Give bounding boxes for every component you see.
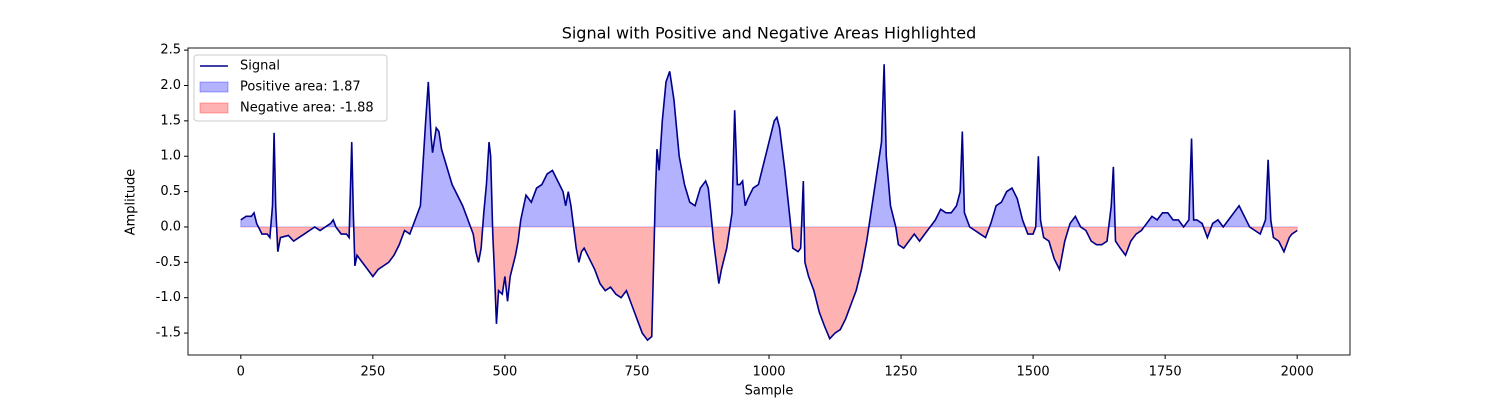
x-tick-label: 2000 — [1281, 365, 1314, 380]
signal-line — [240, 64, 1298, 342]
legend-label: Positive area: 1.87 — [240, 80, 361, 95]
chart-title: Signal with Positive and Negative Areas … — [562, 24, 977, 43]
x-tick-label: 1000 — [752, 365, 785, 380]
y-tick-label: 2.0 — [160, 78, 181, 93]
x-tick-label: 0 — [237, 365, 245, 380]
legend-box — [193, 54, 388, 122]
legend-label: Negative area: -1.88 — [240, 101, 374, 116]
x-tick-label: 1750 — [1149, 365, 1182, 380]
y-axis-label: Amplitude — [124, 169, 139, 236]
x-axis-label: Sample — [745, 384, 794, 399]
y-tick-label: 0.0 — [160, 219, 181, 234]
y-tick-label: -0.5 — [156, 255, 181, 270]
x-tick-label: 1500 — [1017, 365, 1050, 380]
legend-label: Signal — [240, 59, 280, 74]
legend-swatch — [199, 102, 229, 114]
legend-swatch — [199, 81, 229, 93]
area-fill — [240, 64, 1298, 227]
x-tick-label: 500 — [492, 365, 517, 380]
x-tick-label: 250 — [360, 365, 385, 380]
area-fill — [240, 226, 1298, 341]
y-tick-label: -1.0 — [156, 290, 181, 305]
y-tick-label: 2.5 — [160, 43, 181, 58]
x-tick-label: 1250 — [884, 365, 917, 380]
x-tick-label: 750 — [625, 365, 650, 380]
y-tick-label: 0.5 — [160, 184, 181, 199]
y-tick-label: 1.0 — [160, 149, 181, 164]
y-tick-label: 1.5 — [160, 113, 181, 128]
y-tick-label: -1.5 — [156, 326, 181, 341]
